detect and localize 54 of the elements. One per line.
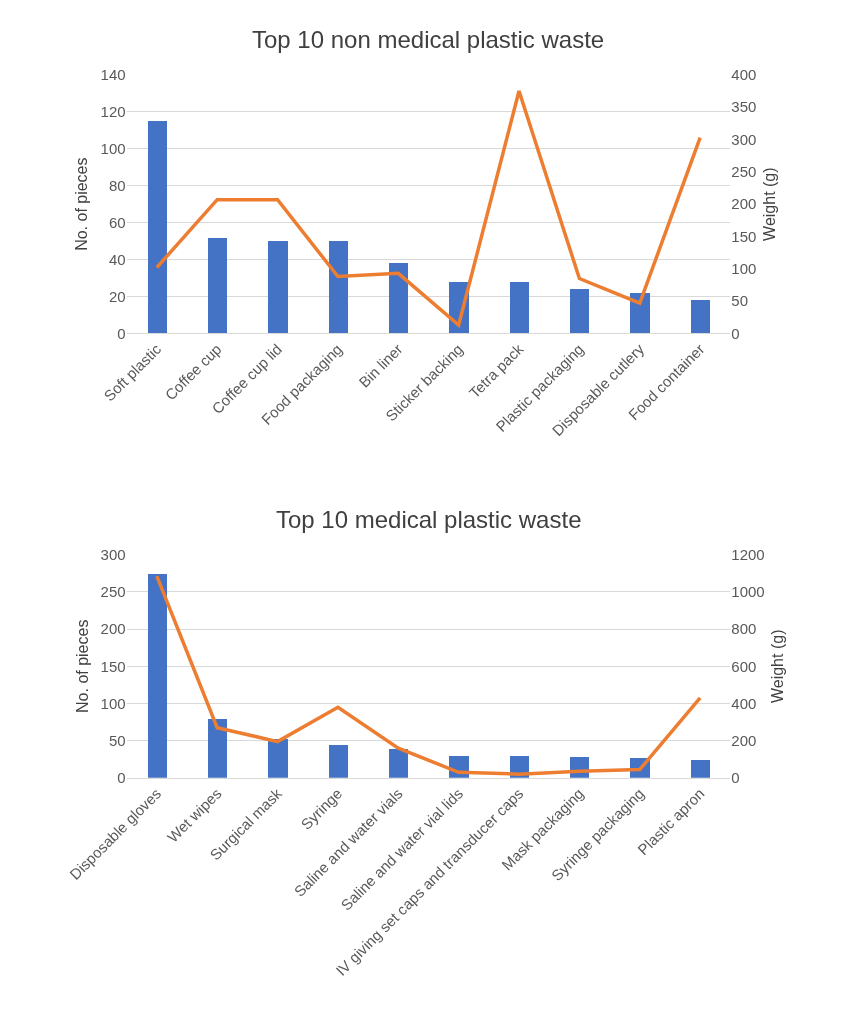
y2-tick-label: 0 xyxy=(731,769,740,787)
bar xyxy=(509,281,529,334)
y-tick-label: 250 xyxy=(100,583,126,601)
bar xyxy=(147,573,167,778)
x-tick-label: Bin liner xyxy=(355,340,406,391)
bar xyxy=(207,237,227,334)
y2-axis-title: Weight (g) xyxy=(761,167,779,241)
y2-axis-title: Weight (g) xyxy=(769,629,787,704)
y2-tick-label: 300 xyxy=(731,130,757,148)
bar xyxy=(690,299,710,334)
y2-tick-label: 600 xyxy=(731,657,757,675)
y2-tick-label: 0 xyxy=(731,324,740,342)
y-tick-label: 20 xyxy=(108,287,126,305)
y-axis-title: No. of pieces xyxy=(73,157,91,251)
bar xyxy=(267,240,288,334)
y2-tick-label: 1200 xyxy=(731,545,765,563)
y2-tick-label: 250 xyxy=(731,163,757,181)
chart-title: Top 10 medical plastic waste xyxy=(276,506,582,533)
y-tick-label: 300 xyxy=(100,545,126,563)
bar xyxy=(388,748,408,778)
y-tick-label: 80 xyxy=(108,176,126,194)
line-series xyxy=(155,89,702,327)
y2-tick-label: 100 xyxy=(731,260,757,278)
y-tick-label: 40 xyxy=(108,250,126,268)
y2-tick-label: 200 xyxy=(731,195,757,213)
y-tick-label: 100 xyxy=(100,140,126,157)
y-tick-label: 150 xyxy=(100,657,126,675)
y-tick-label: 120 xyxy=(100,103,126,121)
y-tick-label: 200 xyxy=(100,620,126,638)
bar xyxy=(207,718,227,778)
y-tick-label: 60 xyxy=(108,213,126,231)
bar xyxy=(147,120,167,334)
bar xyxy=(267,738,288,778)
line-series xyxy=(155,574,702,776)
y2-tick-label: 350 xyxy=(731,98,757,116)
y2-tick-label: 50 xyxy=(731,292,749,310)
y-axis-title: No. of pieces xyxy=(73,619,91,713)
y-tick-label: 0 xyxy=(117,769,126,787)
bar xyxy=(569,288,589,334)
bar xyxy=(388,262,408,334)
bar xyxy=(328,240,348,334)
y-tick-label: 100 xyxy=(100,694,126,712)
y2-tick-label: 400 xyxy=(731,694,757,712)
y-tick-label: 0 xyxy=(117,324,126,342)
chart-title: Top 10 non medical plastic waste xyxy=(252,26,605,53)
y-tick-label: 140 xyxy=(100,66,126,84)
y2-tick-label: 200 xyxy=(731,731,757,749)
y2-tick-label: 150 xyxy=(731,227,757,245)
y-tick-label: 50 xyxy=(108,731,126,749)
y2-tick-label: 400 xyxy=(731,66,757,84)
bar xyxy=(690,759,710,778)
y2-tick-label: 1000 xyxy=(731,583,765,601)
y2-tick-label: 800 xyxy=(731,620,757,638)
bar xyxy=(328,744,348,778)
